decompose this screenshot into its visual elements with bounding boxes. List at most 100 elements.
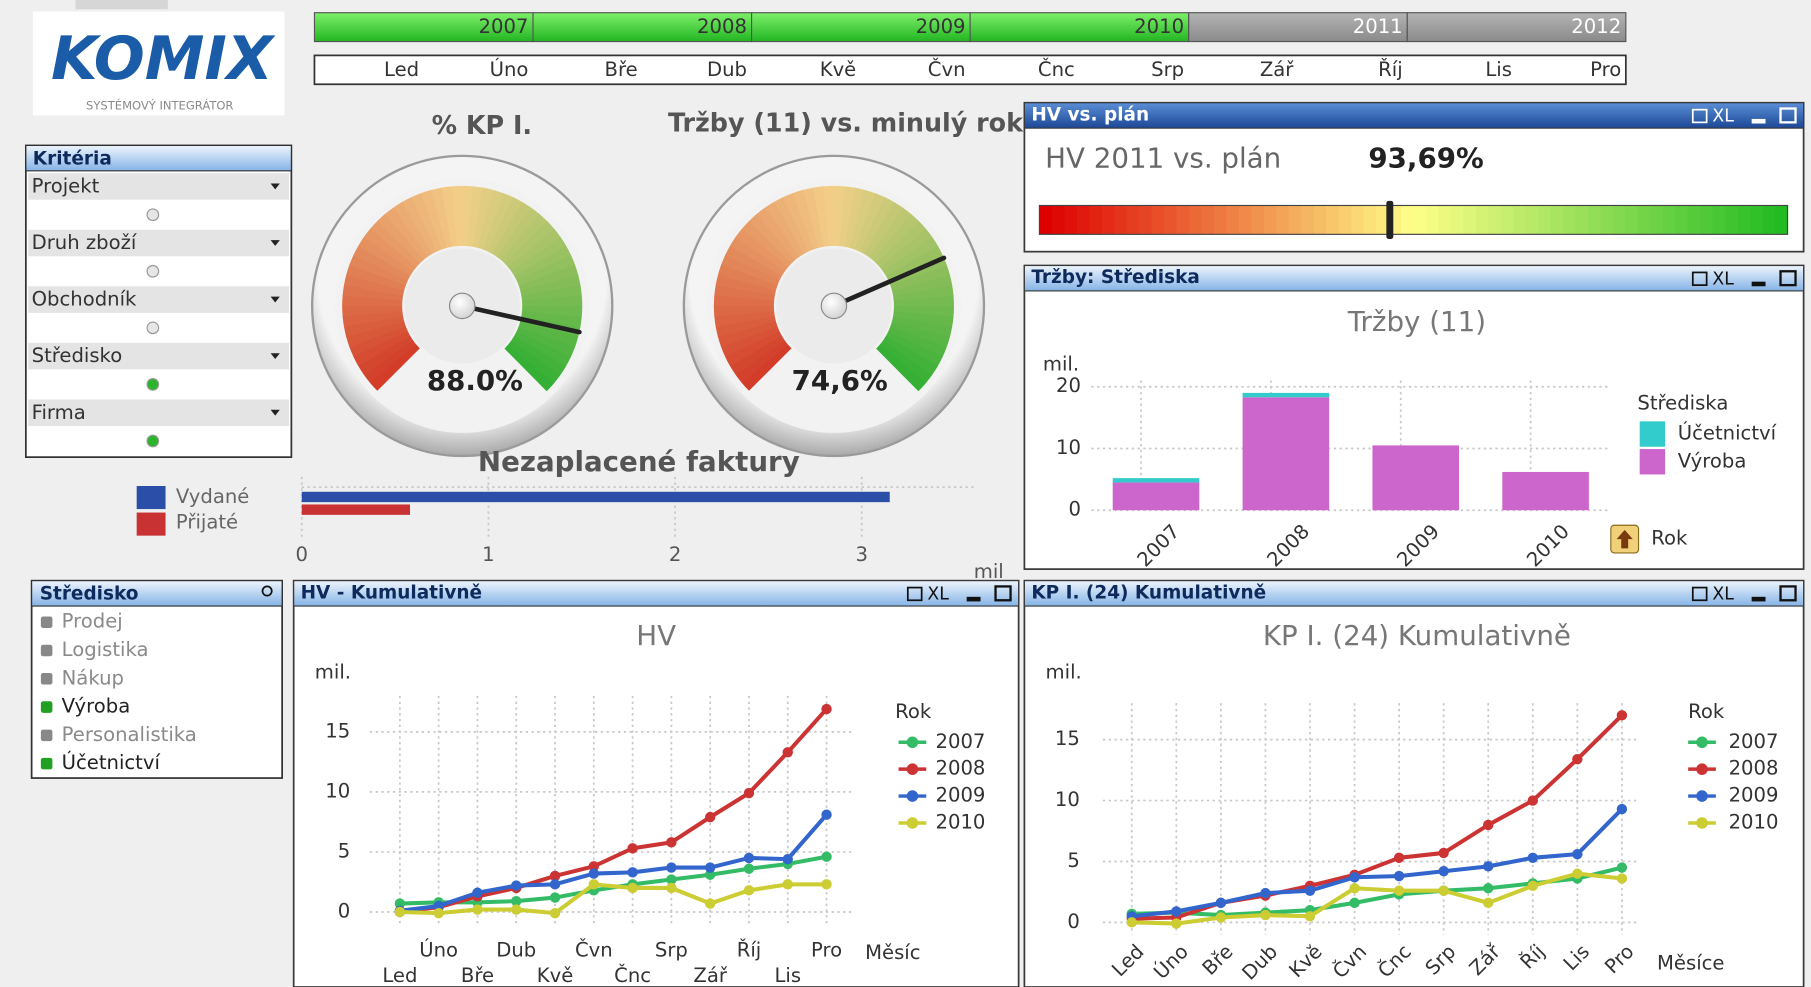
plan-band xyxy=(1251,205,1264,234)
month-label[interactable]: Bře xyxy=(605,58,638,81)
point xyxy=(589,868,599,878)
month-label[interactable]: Úno xyxy=(490,57,529,81)
point xyxy=(821,810,831,820)
list-item[interactable]: Účetnictví xyxy=(62,750,161,774)
point xyxy=(1305,885,1315,895)
point xyxy=(1483,861,1493,871)
year-label[interactable]: 2007 xyxy=(478,15,528,38)
list-item[interactable]: Výroba xyxy=(62,695,131,718)
plan-band xyxy=(1214,205,1227,234)
month-label[interactable]: Čvn xyxy=(928,57,966,81)
bar xyxy=(1243,397,1330,510)
legend-title: Rok xyxy=(895,700,932,723)
point xyxy=(705,898,715,908)
point xyxy=(1394,853,1404,863)
year-label[interactable]: 2008 xyxy=(697,15,747,38)
legend-label: Účetnictví xyxy=(1678,421,1777,445)
x-tick-label: Zář xyxy=(693,964,727,987)
export-xl[interactable]: XL xyxy=(1712,107,1734,127)
year-label[interactable]: 2009 xyxy=(916,15,966,38)
criteria-label[interactable]: Projekt xyxy=(32,175,100,198)
list-check[interactable] xyxy=(41,758,53,770)
panel-title: HV vs. plán xyxy=(1031,104,1149,125)
criteria-label[interactable]: Druh zboží xyxy=(32,231,137,254)
month-label[interactable]: Čnc xyxy=(1038,57,1075,81)
point xyxy=(1260,888,1270,898)
panel-title: KP I. (24) Kumulativně xyxy=(1031,582,1266,603)
export-xl[interactable]: XL xyxy=(1712,269,1734,289)
plan-band xyxy=(1189,205,1202,234)
list-check[interactable] xyxy=(41,730,53,742)
year-label[interactable]: 2010 xyxy=(1134,15,1184,38)
year-label[interactable]: 2012 xyxy=(1571,15,1621,38)
point xyxy=(1260,910,1270,920)
rok-button[interactable]: Rok xyxy=(1651,527,1688,550)
month-label[interactable]: Srp xyxy=(1151,58,1184,81)
legend-title: Rok xyxy=(1688,700,1725,723)
list-check[interactable] xyxy=(41,645,53,657)
export-xl[interactable]: XL xyxy=(927,585,949,605)
x-axis-label: Měsíce xyxy=(1657,951,1725,974)
plan-band xyxy=(1538,205,1551,234)
month-label[interactable]: Led xyxy=(384,58,419,81)
plan-band xyxy=(1339,205,1352,234)
criteria-label[interactable]: Firma xyxy=(32,401,86,424)
y-tick-label: 0 xyxy=(1068,498,1080,521)
export-xl[interactable]: XL xyxy=(1712,585,1734,605)
plan-band xyxy=(1513,205,1526,234)
y-tick-label: 20 xyxy=(1056,374,1081,397)
point xyxy=(589,879,599,889)
plan-band xyxy=(1413,205,1426,234)
month-label[interactable]: Zář xyxy=(1260,58,1294,81)
legend-dot xyxy=(907,817,919,829)
plan-band xyxy=(1451,205,1464,234)
criteria-state xyxy=(147,322,159,334)
point xyxy=(511,880,521,890)
plan-band xyxy=(1775,205,1788,234)
point xyxy=(744,885,754,895)
minimize-icon[interactable] xyxy=(1752,119,1766,124)
gauge-title: % KP I. xyxy=(432,110,532,140)
plan-band xyxy=(1563,205,1576,234)
legend-label: 2010 xyxy=(1729,810,1779,833)
month-label[interactable]: Kvě xyxy=(820,58,857,81)
plan-band xyxy=(1201,205,1214,234)
month-label[interactable]: Říj xyxy=(1378,58,1403,81)
plan-band xyxy=(1488,205,1501,234)
point xyxy=(1617,710,1627,720)
year-label[interactable]: 2011 xyxy=(1353,15,1403,38)
x-tick-label: Dub xyxy=(496,939,536,962)
point xyxy=(472,888,482,898)
list-item[interactable]: Logistika xyxy=(62,638,149,661)
list-check[interactable] xyxy=(41,701,53,713)
minimize-icon[interactable] xyxy=(967,597,981,602)
legend-dot xyxy=(907,790,919,802)
criteria-label[interactable]: Obchodník xyxy=(32,288,137,311)
list-item[interactable]: Prodej xyxy=(62,610,123,633)
legend-swatch xyxy=(137,513,166,536)
point xyxy=(1438,848,1448,858)
bar xyxy=(302,492,890,502)
month-label[interactable]: Dub xyxy=(707,58,747,81)
minimize-icon[interactable] xyxy=(1752,597,1766,602)
minimize-icon[interactable] xyxy=(1752,282,1766,287)
list-check[interactable] xyxy=(41,673,53,685)
bar xyxy=(1113,482,1200,510)
legend-title: Střediska xyxy=(1637,392,1728,415)
month-label[interactable]: Pro xyxy=(1590,58,1621,81)
list-check[interactable] xyxy=(41,616,53,628)
gauge-value: 88.0% xyxy=(427,364,523,397)
list-item[interactable]: Personalistika xyxy=(62,723,197,746)
point xyxy=(1216,912,1226,922)
legend-label: 2007 xyxy=(936,730,986,753)
bar xyxy=(1113,478,1200,482)
x-tick-label: 2 xyxy=(669,543,681,566)
point xyxy=(1483,898,1493,908)
point xyxy=(783,747,793,757)
month-label[interactable]: Lis xyxy=(1485,58,1512,81)
chart-title: Tržby (11) xyxy=(1347,305,1486,338)
criteria-label[interactable]: Středisko xyxy=(32,344,123,367)
list-item[interactable]: Nákup xyxy=(62,666,124,689)
point xyxy=(783,854,793,864)
x-tick-label: Lis xyxy=(774,964,801,987)
